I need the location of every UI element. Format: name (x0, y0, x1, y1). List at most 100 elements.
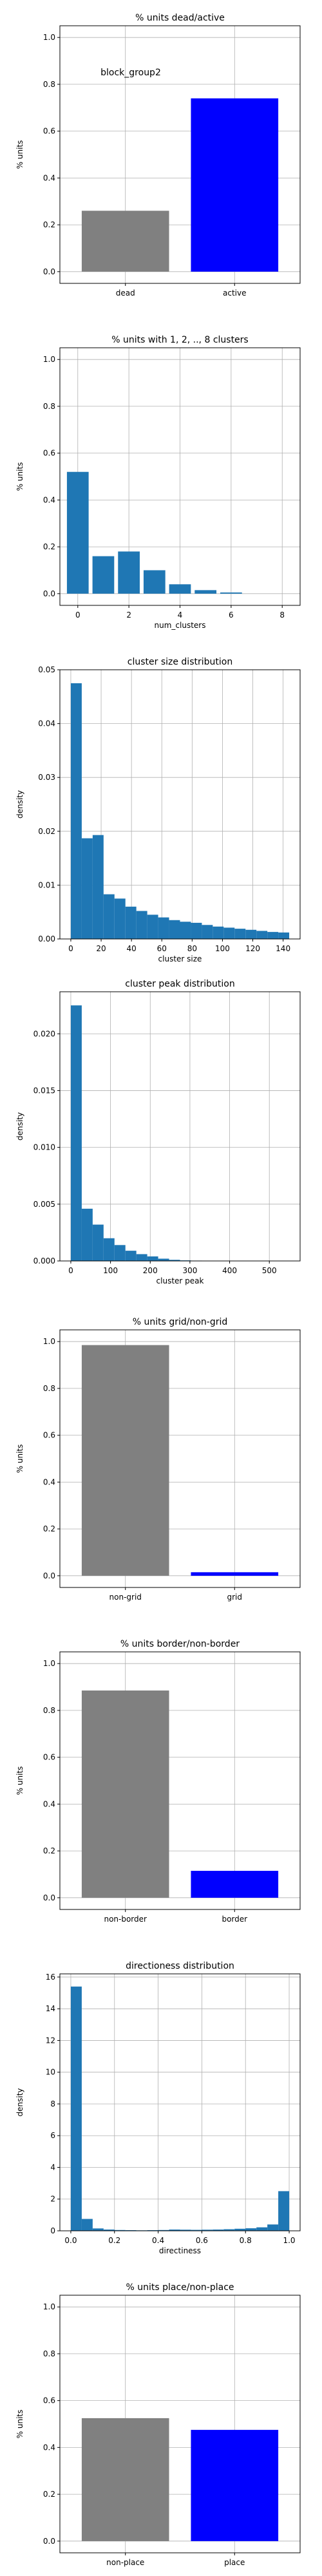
x-tick-label: non-border (104, 1915, 147, 1924)
x-axis-label: cluster size (158, 954, 202, 963)
y-tick-label: 0.8 (43, 2349, 55, 2358)
histogram-bar (213, 2230, 224, 2231)
x-tick-label: non-grid (109, 1593, 142, 1602)
x-tick-label: border (222, 1915, 247, 1924)
histogram-bar (267, 2224, 279, 2231)
bar-grid (191, 1572, 279, 1576)
bar (220, 592, 242, 594)
axes-frame (59, 991, 301, 1262)
y-tick-label: 0.0 (43, 1571, 55, 1580)
x-tick-label: 200 (143, 1266, 158, 1275)
bar (118, 551, 140, 594)
y-tick-label: 0.2 (43, 1846, 55, 1855)
histogram-bar (81, 2219, 93, 2231)
histogram-bar (136, 911, 147, 939)
x-tick-label: 0 (75, 611, 80, 620)
y-tick-label: 6 (50, 2131, 55, 2140)
chart-2: 0.0 0.2 0.4 0.6 0.8 1.0 0 2 4 6 8 % units with 1, 2… (15, 335, 301, 630)
histogram-bar (70, 1005, 82, 1261)
histogram-bar (213, 926, 224, 939)
y-tick-label: 0.000 (33, 1256, 55, 1265)
histogram-bar (202, 2230, 213, 2231)
bar (92, 556, 115, 594)
y-tick-label: 0.01 (38, 880, 55, 889)
y-axis-label: density (15, 1112, 24, 1141)
histogram-bar (125, 906, 137, 939)
y-tick-label: 0.2 (43, 2490, 55, 2499)
histogram-bar (169, 2230, 180, 2231)
histogram-bar (136, 1254, 147, 1261)
histogram-bar (147, 914, 158, 939)
chart-title: directioness distribution (126, 1961, 234, 1971)
y-tick-label: 16 (46, 1973, 55, 1982)
y-tick-label: 1.0 (43, 2302, 55, 2311)
x-tick-label: 0.0 (64, 2236, 77, 2245)
histogram-bar (147, 1256, 158, 1261)
x-tick-label: 60 (157, 944, 167, 953)
y-axis-label: % units (15, 140, 24, 169)
x-tick-label: 0 (68, 1266, 73, 1275)
y-axis-label: density (15, 790, 24, 819)
x-tick-label: 120 (245, 944, 260, 953)
chart-title: cluster size distribution (128, 657, 232, 667)
x-tick-label: active (223, 289, 246, 298)
y-tick-label: 0.8 (43, 1706, 55, 1715)
x-tick-label: 140 (276, 944, 290, 953)
histogram-bar (256, 931, 268, 939)
x-tick-label: place (224, 2558, 245, 2567)
y-tick-label: 10 (46, 2068, 55, 2077)
histogram-bar (92, 835, 104, 939)
y-tick-label: 0.8 (43, 80, 55, 89)
chart-title: % units grid/non-grid (133, 1317, 228, 1327)
histogram-bar (234, 929, 246, 939)
bar-non-grid (81, 1345, 169, 1576)
x-tick-label: 0.8 (240, 2236, 252, 2245)
y-tick-label: 0.8 (43, 1384, 55, 1393)
y-tick-label: 0.6 (43, 449, 55, 458)
y-tick-label: 0 (50, 2226, 55, 2235)
y-tick-label: 1.0 (43, 1337, 55, 1346)
histogram-bar (103, 894, 115, 939)
y-tick-label: 0.4 (43, 1799, 55, 1808)
x-tick-label: 0 (68, 944, 73, 953)
axes-frame (59, 2295, 301, 2553)
x-axis-label: num_clusters (155, 621, 206, 630)
histogram-bar (92, 2228, 104, 2231)
y-tick-label: 2 (50, 2195, 55, 2204)
histogram-bar (278, 2191, 290, 2231)
y-tick-label: 8 (50, 2099, 55, 2108)
histogram-bar (267, 932, 279, 939)
histogram-bar (180, 2230, 191, 2231)
x-tick-label: 400 (222, 1266, 237, 1275)
y-tick-label: 4 (50, 2163, 55, 2172)
bar (143, 570, 166, 594)
histogram-bar (245, 929, 257, 939)
y-axis-label: density (15, 2088, 24, 2117)
histogram-bar (92, 1224, 104, 1261)
y-tick-label: 0.02 (38, 827, 55, 836)
histogram-bar (70, 1986, 82, 2231)
x-tick-label: 500 (262, 1266, 277, 1275)
histogram-bar (81, 838, 93, 939)
x-tick-label: 100 (215, 944, 230, 953)
histogram-bar (278, 932, 290, 939)
chart-3: 0.00 0.01 0.02 0.03 0.04 0.05 0 20 40 60 80 100 120 1… (15, 657, 301, 963)
y-tick-label: 0.00 (38, 934, 55, 943)
y-axis-label: % units (15, 2410, 24, 2439)
x-tick-label: 8 (279, 611, 285, 620)
y-tick-label: 0.0 (43, 1893, 55, 1902)
y-tick-label: 0.05 (38, 665, 55, 674)
y-tick-label: 0.005 (33, 1200, 55, 1209)
y-axis-label: % units (15, 1444, 24, 1473)
y-tick-label: 12 (46, 2036, 55, 2045)
bar-place (191, 2430, 279, 2541)
y-tick-label: 0.04 (38, 719, 55, 728)
y-tick-label: 0.6 (43, 1753, 55, 1762)
histogram-bar (158, 917, 169, 939)
chart-8: 0.0 0.2 0.4 0.6 0.8 1.0 non-place place % units … (15, 2282, 301, 2567)
x-axis-label: cluster peak (156, 1276, 204, 1285)
x-tick-label: 100 (103, 1266, 118, 1275)
y-tick-label: 0.6 (43, 2396, 55, 2405)
histogram-bar (245, 2228, 257, 2231)
x-tick-label: 20 (96, 944, 106, 953)
